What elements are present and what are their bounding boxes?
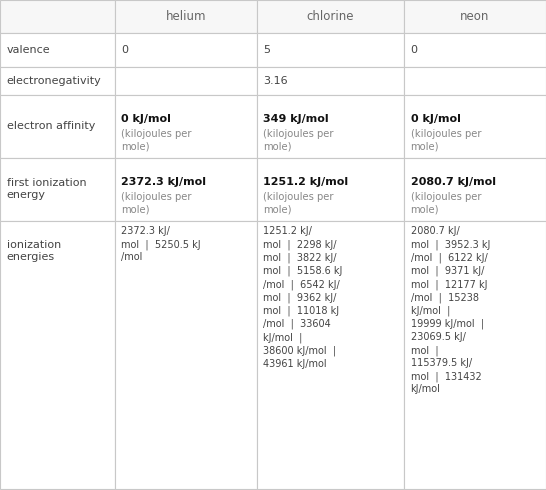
Bar bbox=[0, 0, 115, 33]
Bar bbox=[115, 220, 257, 489]
Bar bbox=[0, 95, 115, 158]
Bar bbox=[404, 0, 546, 33]
Bar bbox=[257, 0, 404, 33]
Bar bbox=[257, 33, 404, 67]
Text: 2372.3 kJ/
mol  |  5250.5 kJ
/mol: 2372.3 kJ/ mol | 5250.5 kJ /mol bbox=[121, 226, 201, 263]
Bar bbox=[115, 67, 257, 95]
Text: 2080.7 kJ/
mol  |  3952.3 kJ
/mol  |  6122 kJ/
mol  |  9371 kJ/
mol  |  12177 kJ: 2080.7 kJ/ mol | 3952.3 kJ /mol | 6122 k… bbox=[411, 226, 490, 394]
Text: 349 kJ/mol: 349 kJ/mol bbox=[263, 114, 329, 124]
Text: electron affinity: electron affinity bbox=[7, 122, 95, 131]
Bar bbox=[0, 220, 115, 489]
Text: neon: neon bbox=[460, 10, 490, 23]
Text: (kilojoules per
mole): (kilojoules per mole) bbox=[121, 192, 192, 215]
Bar bbox=[115, 0, 257, 33]
Text: 0 kJ/mol: 0 kJ/mol bbox=[411, 114, 460, 124]
Text: 2080.7 kJ/mol: 2080.7 kJ/mol bbox=[411, 177, 496, 187]
Text: 1251.2 kJ/mol: 1251.2 kJ/mol bbox=[263, 177, 348, 187]
Bar bbox=[257, 158, 404, 220]
Text: first ionization
energy: first ionization energy bbox=[7, 178, 86, 200]
Text: (kilojoules per
mole): (kilojoules per mole) bbox=[263, 129, 334, 152]
Bar bbox=[115, 158, 257, 220]
Bar bbox=[115, 33, 257, 67]
Text: electronegativity: electronegativity bbox=[7, 76, 102, 86]
Text: 0 kJ/mol: 0 kJ/mol bbox=[121, 114, 171, 124]
Bar bbox=[404, 95, 546, 158]
Bar bbox=[404, 158, 546, 220]
Text: 0: 0 bbox=[411, 45, 418, 55]
Text: (kilojoules per
mole): (kilojoules per mole) bbox=[121, 129, 192, 152]
Bar bbox=[0, 67, 115, 95]
Bar bbox=[404, 220, 546, 489]
Text: (kilojoules per
mole): (kilojoules per mole) bbox=[411, 192, 481, 215]
Text: 0: 0 bbox=[121, 45, 128, 55]
Bar bbox=[115, 95, 257, 158]
Text: helium: helium bbox=[165, 10, 206, 23]
Text: (kilojoules per
mole): (kilojoules per mole) bbox=[263, 192, 334, 215]
Text: 2372.3 kJ/mol: 2372.3 kJ/mol bbox=[121, 177, 206, 187]
Text: 3.16: 3.16 bbox=[263, 76, 288, 86]
Bar bbox=[404, 33, 546, 67]
Bar bbox=[0, 33, 115, 67]
Text: chlorine: chlorine bbox=[307, 10, 354, 23]
Bar bbox=[257, 67, 404, 95]
Text: valence: valence bbox=[7, 45, 50, 55]
Text: 1251.2 kJ/
mol  |  2298 kJ/
mol  |  3822 kJ/
mol  |  5158.6 kJ
/mol  |  6542 kJ/: 1251.2 kJ/ mol | 2298 kJ/ mol | 3822 kJ/… bbox=[263, 226, 342, 369]
Bar bbox=[0, 158, 115, 220]
Bar bbox=[257, 95, 404, 158]
Bar bbox=[257, 220, 404, 489]
Text: (kilojoules per
mole): (kilojoules per mole) bbox=[411, 129, 481, 152]
Text: ionization
energies: ionization energies bbox=[7, 240, 61, 262]
Bar bbox=[404, 67, 546, 95]
Text: 5: 5 bbox=[263, 45, 270, 55]
